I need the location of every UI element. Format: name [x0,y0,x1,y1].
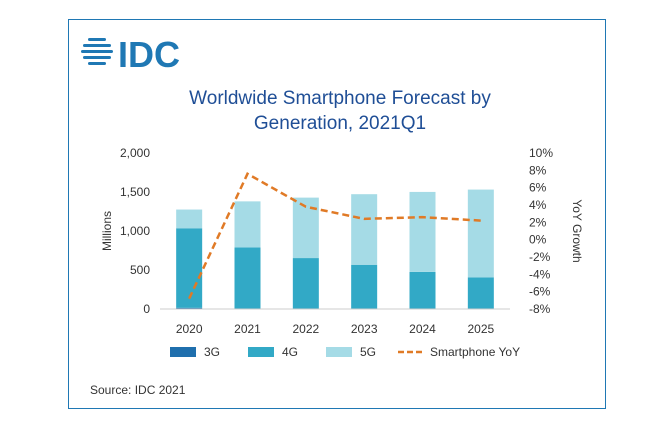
legend-label-4G: 4G [282,345,298,359]
bar-4G-2023 [351,264,378,309]
legend-label-3G: 3G [204,345,220,359]
y-tick-label-500: 500 [130,263,150,277]
y-tick-label-0: 0 [143,302,150,316]
x-tick-label-2023: 2023 [351,322,378,336]
idc-logo: IDC [81,34,180,72]
y-right-tick-label-6%: 6% [529,181,547,195]
x-tick-label-2025: 2025 [467,322,494,336]
bar-3G-2020 [176,307,203,309]
source-note: Source: IDC 2021 [90,383,186,397]
bar-4G-2024 [409,271,436,309]
y-tick-label-2,000: 2,000 [120,146,150,160]
y-axis-title: Millions [100,211,114,251]
y-right-tick-label-10%: 10% [529,146,553,160]
bar-4G-2021 [234,247,261,309]
bar-5G-2020 [176,209,203,229]
chart-title-line-1: Worldwide Smartphone Forecast by [189,88,491,109]
legend-label-5G: 5G [360,345,376,359]
y-right-tick-label-0%: 0% [529,233,547,247]
bar-4G-2020 [176,228,203,308]
bar-5G-2025 [467,189,494,278]
y-right-tick-label--4%: -4% [529,267,551,281]
legend-swatch-5G [326,347,352,357]
y-right-tick-label--2%: -2% [529,250,551,264]
chart-title-line-2: Generation, 2021Q1 [253,113,427,134]
bar-5G-2023 [351,194,378,265]
y-right-axis-title: YoY Growth [570,199,584,262]
y-right-tick-label-4%: 4% [529,198,547,212]
legend-swatch-4G [248,347,274,357]
x-tick-label-2021: 2021 [234,322,261,336]
idc-logo-text: IDC [118,34,180,72]
bar-4G-2022 [292,258,319,309]
y-tick-label-1,000: 1,000 [120,224,150,238]
legend-swatch-3G [170,347,196,357]
y-right-tick-label--8%: -8% [529,302,551,316]
x-tick-label-2024: 2024 [409,322,436,336]
y-right-tick-label--6%: -6% [529,285,551,299]
bar-4G-2025 [467,277,494,309]
legend-label-yoy: Smartphone YoY [430,345,520,359]
chart-frame [68,19,606,409]
y-right-tick-label-2%: 2% [529,215,547,229]
x-tick-label-2020: 2020 [176,322,203,336]
x-tick-label-2022: 2022 [292,322,319,336]
y-right-tick-label-8%: 8% [529,163,547,177]
yoy-line [188,172,481,300]
bar-5G-2024 [409,191,436,272]
bar-5G-2021 [234,201,261,248]
y-tick-label-1,500: 1,500 [120,185,150,199]
